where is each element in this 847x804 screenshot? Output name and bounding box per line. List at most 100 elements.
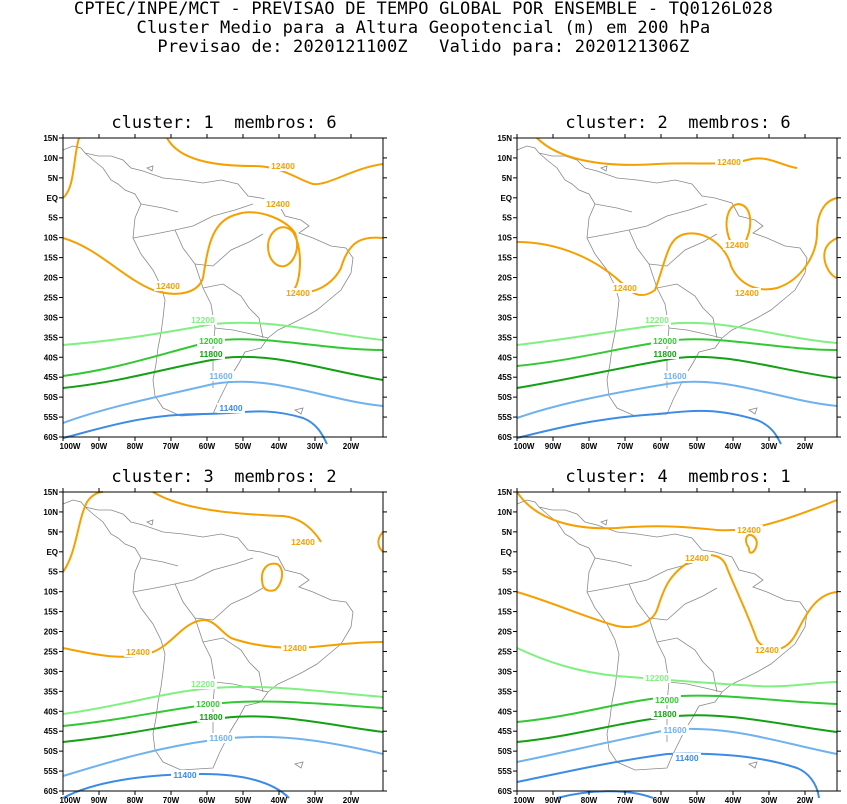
country-border [628,583,668,621]
panel-title-2: cluster: 2 membros: 6 [565,113,791,133]
contour-label-12000: 12000 [653,336,677,346]
lon-label: 70W [617,796,634,804]
lon-label: 70W [617,442,634,451]
lat-label: 15N [43,488,58,497]
lon-label: 100W [60,796,81,804]
lat-label: 40S [498,353,513,362]
contour-label-12000: 12000 [655,695,679,705]
contour-label-bg [611,283,639,293]
contour-label-12200: 12200 [645,315,669,325]
lat-label: 60S [498,787,513,796]
panel-title-1: cluster: 1 membros: 6 [111,113,337,133]
lon-label: 70W [163,796,180,804]
contour-label-bg [197,712,225,722]
plot-frame [516,137,838,438]
map-panel-1: 12400 12400 12400 12400 12200 12000 11800 11600… [43,134,387,451]
island [146,165,154,172]
contour-12400 [62,211,384,295]
contour-label-bg [197,336,225,346]
contour-label-12400: 12400 [737,525,761,535]
contour-label-bg [207,371,235,381]
contour-label-bg [264,199,292,209]
lon-label: 30W [761,442,778,451]
lat-label: 5N [502,174,512,183]
country-border [702,307,718,339]
lat-label: 40S [498,707,513,716]
lon-label: 30W [761,796,778,804]
island [600,519,608,526]
lat-label: 55S [498,413,513,422]
contour-label-11800: 11800 [653,709,676,719]
contour-label-bg [715,157,743,167]
contour-12400 [377,531,384,553]
lat-label: 15S [498,254,513,263]
country-border [702,661,718,693]
contour-label-12200: 12200 [191,315,215,325]
plot-area: 12400 12400 12400 12200 12000 11800 11600 11400 [516,491,838,799]
lat-label: 55S [498,767,513,776]
country-border [648,617,670,742]
country-border [628,229,668,267]
country-border [248,661,264,693]
lat-label: 25S [44,647,59,656]
lon-label: 100W [60,442,81,451]
coastline-central-america [516,145,540,154]
lat-label: 5N [502,528,512,537]
lon-label: 60W [653,796,670,804]
island [294,761,304,769]
lat-label: EQ [500,548,512,557]
country-border [174,583,214,621]
contour-12400 [152,491,322,543]
contour-label-12000: 12000 [199,336,223,346]
contour-label-bg [653,695,681,705]
contour-label-12400: 12400 [755,645,779,655]
lat-label: 45S [44,373,59,382]
contour-label-12400: 12400 [613,283,637,293]
contour-label-bg [154,281,182,291]
country-border [212,233,264,267]
lat-label: 25S [44,293,59,302]
country-border [192,557,254,581]
contour-label-bg [284,288,312,298]
lat-label: 10N [497,154,512,163]
contour-label-bg [753,645,781,655]
contour-label-bg [269,161,297,171]
lat-label: EQ [46,548,58,557]
country-border [212,587,264,621]
lon-label: 20W [797,796,814,804]
lat-label: 30S [498,313,513,322]
contour-label-11600: 11600 [209,371,232,381]
contour-label-bg [207,733,235,743]
lat-label: 10N [497,508,512,517]
lon-label: 50W [235,796,252,804]
lat-label: 15N [497,134,512,143]
contour-label-12200: 12200 [645,673,669,683]
lat-label: 5S [502,214,512,223]
contour-label-bg [661,725,689,735]
contour-label-bg [733,288,761,298]
contour-label-11600: 11600 [209,733,232,743]
lon-label: 50W [689,442,706,451]
contour-label-bg [197,349,225,359]
lat-label: 5S [502,568,512,577]
country-border [132,579,194,593]
country-border [174,229,214,267]
contour-label-bg [661,371,689,381]
contour-12400 [745,534,758,554]
contour-label-bg [651,336,679,346]
contour-label-bg [171,770,199,780]
lat-label: 5N [48,174,58,183]
lon-label: 90W [545,796,562,804]
contour-label-bg [643,315,671,325]
lon-label: 40W [271,796,288,804]
lat-label: 15S [44,254,59,263]
lat-label: 15S [498,608,513,617]
contour-label-11600: 11600 [663,725,686,735]
contour-label-bg [189,315,217,325]
contour-11600 [516,380,838,419]
lat-label: 50S [498,393,513,402]
plot-area: 12400 12400 12400 12200 12000 11800 11600 11400 [62,491,384,799]
lat-label: 5S [48,568,58,577]
lat-label: 35S [44,687,59,696]
lat-label: 45S [44,727,59,736]
